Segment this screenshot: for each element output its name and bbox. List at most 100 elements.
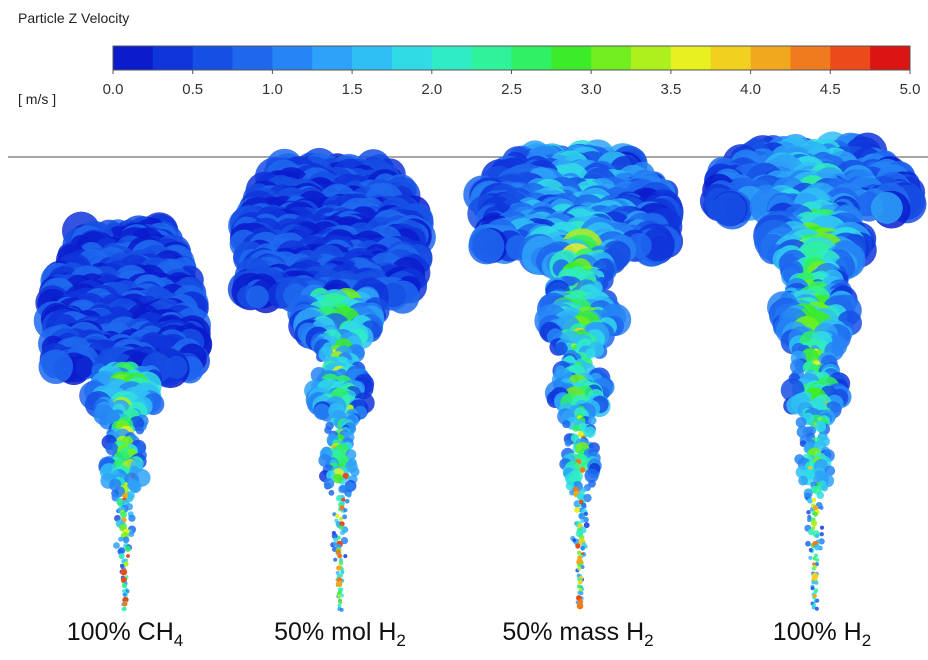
plume-blob bbox=[338, 590, 342, 594]
plume-blob bbox=[811, 520, 817, 526]
colorbar-segment bbox=[113, 46, 153, 70]
plume-blob bbox=[798, 476, 808, 486]
plume-blob bbox=[333, 558, 337, 562]
plume-blob bbox=[807, 518, 811, 522]
plume bbox=[700, 132, 927, 611]
plume-blob bbox=[577, 603, 584, 610]
plume-blob bbox=[339, 525, 344, 530]
colorbar-segment bbox=[751, 46, 791, 70]
plume-blob bbox=[333, 537, 338, 542]
colorbar-segment bbox=[631, 46, 671, 70]
plume-blob bbox=[337, 554, 342, 559]
plume-blob bbox=[808, 556, 812, 560]
panel-label: 100% CH4 bbox=[67, 618, 183, 651]
plume-blob bbox=[336, 571, 340, 575]
plume bbox=[228, 148, 436, 612]
tick-label: 2.5 bbox=[501, 81, 522, 98]
plume-blob bbox=[120, 565, 124, 569]
plume-blob bbox=[246, 286, 269, 309]
tick-label: 4.0 bbox=[740, 81, 761, 98]
tick-label: 0.0 bbox=[103, 81, 124, 98]
colorbar bbox=[113, 46, 911, 74]
colorbar-segment bbox=[671, 46, 711, 70]
plume-blob bbox=[815, 534, 819, 538]
plume-blob bbox=[578, 580, 583, 585]
colorbar-segment bbox=[472, 46, 512, 70]
plume-blob bbox=[572, 538, 576, 542]
colorbar-segment bbox=[392, 46, 432, 70]
plume-blob bbox=[577, 567, 581, 571]
colorbar-segment bbox=[193, 46, 233, 70]
plume bbox=[34, 212, 213, 611]
plume-blob bbox=[329, 490, 335, 496]
tick-label: 0.5 bbox=[182, 81, 203, 98]
colorbar-unit: [ m/s ] bbox=[18, 91, 56, 107]
plume-blob bbox=[579, 591, 583, 595]
plume-blob bbox=[123, 536, 130, 543]
colorbar-segment bbox=[153, 46, 193, 70]
plume-blob bbox=[819, 506, 823, 510]
plume-blob bbox=[123, 584, 127, 588]
colorbar-segment bbox=[312, 46, 352, 70]
plume-blob bbox=[577, 551, 581, 555]
plume-blob bbox=[324, 478, 335, 489]
tick-label: 3.5 bbox=[660, 81, 681, 98]
plume-blob bbox=[136, 426, 144, 434]
panel-label: 100% H2 bbox=[773, 618, 871, 651]
colorbar-segment bbox=[352, 46, 392, 70]
plume-blob bbox=[565, 440, 572, 447]
plume-blob bbox=[338, 600, 342, 604]
plume-blob bbox=[588, 416, 597, 425]
plume-blob bbox=[707, 200, 727, 220]
plume-blob bbox=[125, 546, 131, 552]
plume bbox=[463, 139, 683, 609]
plume-blob bbox=[165, 356, 188, 379]
panel-label: 50% mass H2 bbox=[502, 618, 653, 651]
colorbar-segment bbox=[512, 46, 552, 70]
plume-blob bbox=[815, 607, 819, 611]
plume-blob bbox=[346, 492, 351, 497]
plume-blob bbox=[813, 512, 818, 517]
plume-blob bbox=[578, 513, 585, 520]
plume-blob bbox=[343, 554, 347, 558]
plume-blob bbox=[812, 498, 816, 502]
plume-blob bbox=[814, 544, 821, 551]
plume-blob bbox=[343, 508, 347, 512]
plume-blob bbox=[336, 565, 341, 570]
plume-blob bbox=[820, 526, 824, 530]
colorbar-segment bbox=[233, 46, 273, 70]
plume-blob bbox=[871, 192, 903, 224]
plume-blob bbox=[314, 404, 330, 420]
plume-blob bbox=[70, 355, 94, 379]
plume-blob bbox=[815, 599, 819, 603]
plume-blob bbox=[817, 491, 825, 499]
colorbar-segment bbox=[830, 46, 870, 70]
colorbar-segment bbox=[432, 46, 472, 70]
colorbar-segment bbox=[272, 46, 312, 70]
plume-blob bbox=[120, 569, 127, 576]
plume-blob bbox=[813, 594, 817, 598]
plume-blob bbox=[113, 542, 120, 549]
plume-blob bbox=[577, 493, 584, 500]
plume-blob bbox=[574, 507, 580, 513]
tick-label: 2.0 bbox=[421, 81, 442, 98]
plume-blob bbox=[333, 474, 343, 484]
plume-blob bbox=[126, 554, 130, 558]
plume-blob bbox=[813, 565, 817, 569]
plume-blob bbox=[336, 581, 342, 587]
plume-blob bbox=[119, 555, 123, 559]
plume-blob bbox=[339, 517, 343, 521]
plume-blob bbox=[340, 608, 344, 612]
plume-blob bbox=[562, 420, 570, 428]
plume-blob bbox=[815, 420, 827, 432]
plume-blob bbox=[572, 424, 579, 431]
plume-blob bbox=[339, 561, 343, 565]
colorbar-segment bbox=[591, 46, 631, 70]
plume-blob bbox=[340, 501, 345, 506]
colorbar-segment bbox=[870, 46, 910, 70]
plumes bbox=[34, 132, 927, 612]
plume-blob bbox=[820, 532, 824, 536]
plume-blob bbox=[337, 594, 340, 597]
plume-blob bbox=[128, 531, 134, 537]
